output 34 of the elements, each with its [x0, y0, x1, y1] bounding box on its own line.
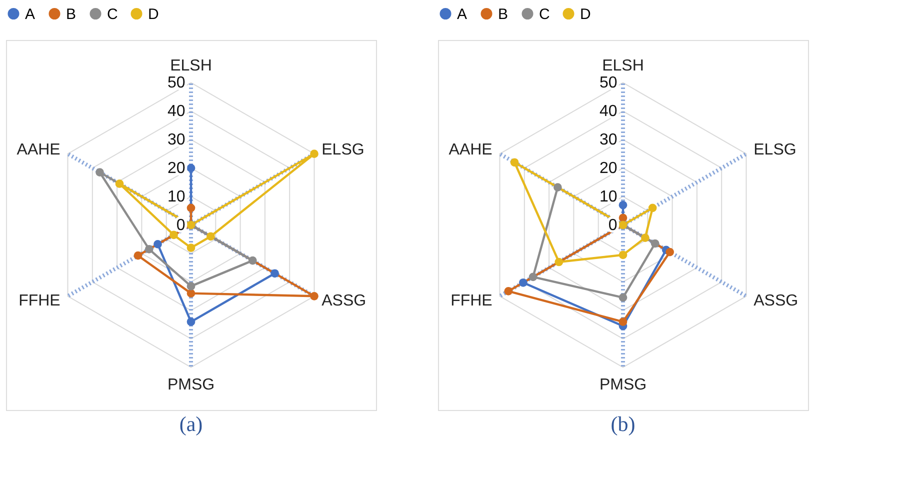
y-tick-label: 0 [176, 217, 186, 234]
spoke-label: PMSG [167, 376, 215, 394]
spoke-label: PMSG [599, 376, 647, 394]
spoke-label: ELSG [754, 142, 796, 159]
y-tick-label: 30 [168, 132, 186, 149]
spoke-label: ELSG [322, 142, 364, 159]
spoke-label: ASSG [754, 292, 798, 310]
legend-label: D [580, 6, 591, 23]
spoke-label: ELSH [602, 58, 644, 75]
y-tick-label: 10 [168, 188, 186, 206]
spoke-label: FFHE [450, 292, 492, 310]
y-tick-label: 50 [168, 74, 186, 92]
legend-label: A [25, 6, 36, 23]
legend-label: A [457, 6, 468, 23]
spoke-label: AAHE [448, 142, 492, 159]
spoke-label: ELSH [170, 58, 212, 75]
legend-label: B [498, 6, 508, 23]
y-tick-label: 50 [600, 74, 618, 92]
text: (b) [610, 412, 636, 436]
legend-label: C [539, 6, 550, 23]
y-tick-label: 40 [600, 103, 618, 120]
spoke-label: ASSG [322, 292, 366, 310]
y-tick-label: 40 [168, 103, 186, 120]
legend-label: B [66, 6, 76, 23]
y-tick-label: 30 [600, 132, 618, 149]
y-tick-label: 0 [608, 217, 618, 234]
y-tick-label: 10 [600, 188, 618, 206]
y-tick-label: 20 [600, 160, 618, 178]
y-tick-label: 20 [168, 160, 186, 178]
legend-label: D [148, 6, 159, 23]
text: (a) [179, 412, 203, 436]
legend-label: C [107, 6, 118, 23]
spoke-label: AAHE [16, 142, 60, 159]
spoke-label: FFHE [18, 292, 60, 310]
